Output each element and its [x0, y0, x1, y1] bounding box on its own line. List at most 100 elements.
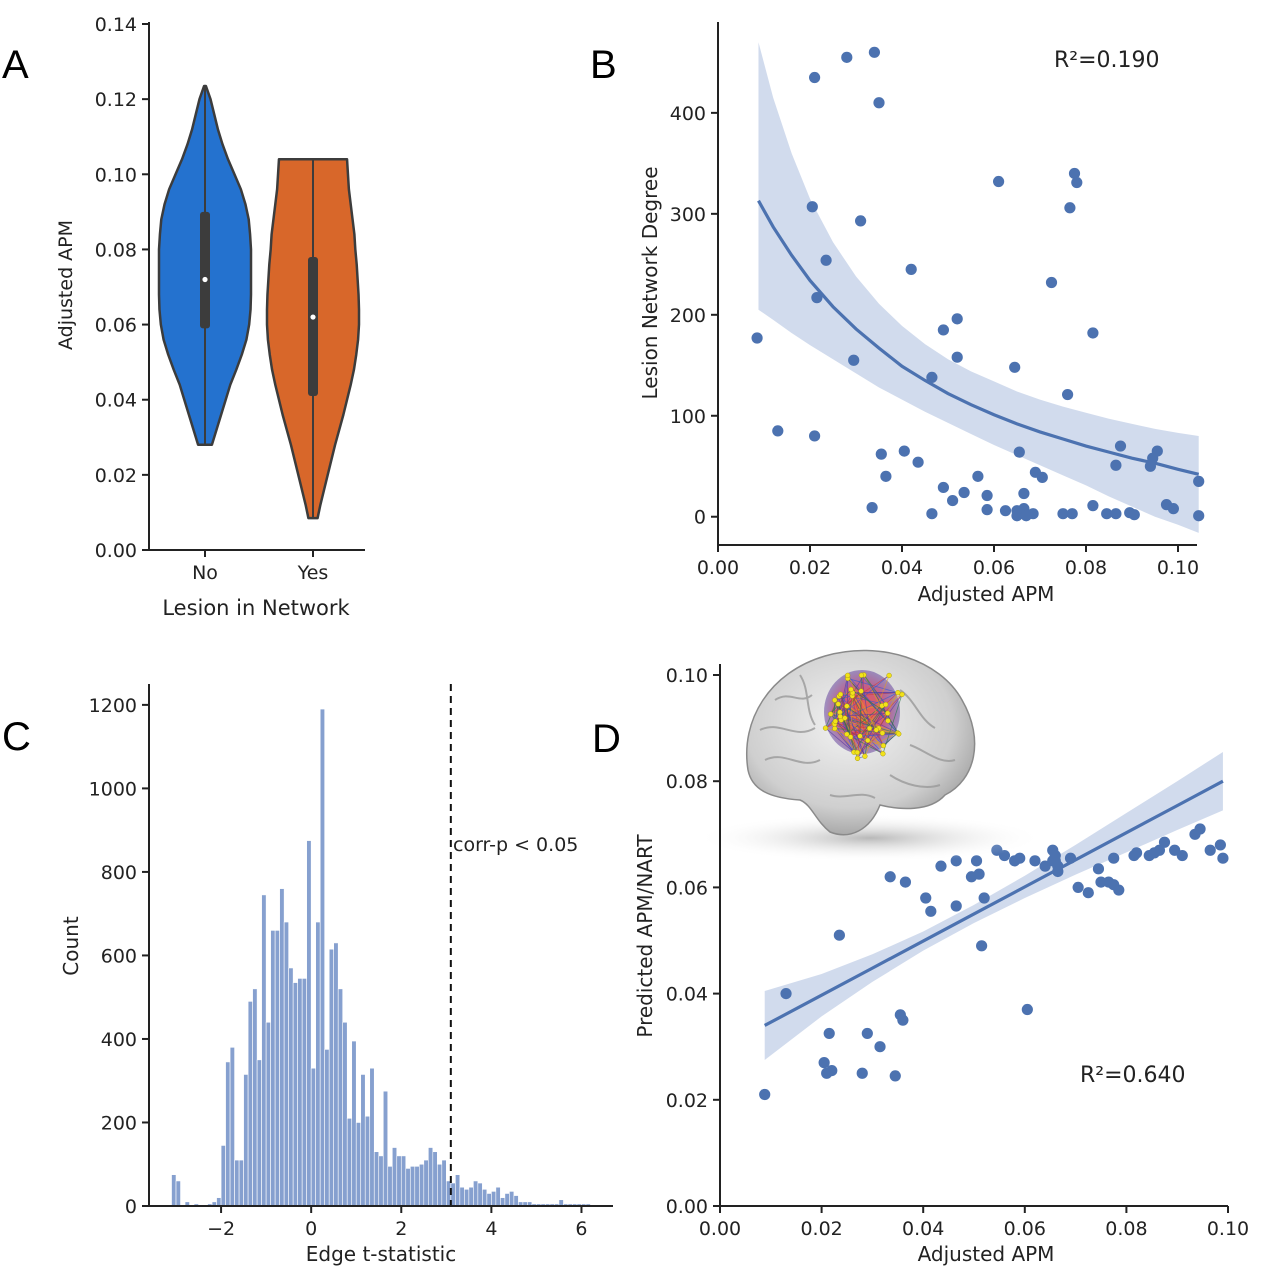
- data-point: [951, 313, 963, 325]
- network-edge: [867, 740, 884, 747]
- histogram-bar: [220, 1145, 226, 1207]
- y-tick-label: 0.04: [95, 390, 137, 412]
- y-tick-label: 0.14: [95, 14, 137, 36]
- network-edge: [839, 675, 849, 713]
- x-ticks: No Yes: [192, 550, 328, 584]
- y-tick-label: 0.00: [95, 540, 137, 562]
- data-point: [1011, 510, 1023, 522]
- data-point: [1194, 823, 1206, 835]
- data-point: [925, 905, 937, 917]
- data-point: [841, 51, 853, 63]
- y-tick-label: 800: [101, 862, 137, 884]
- confidence-band: [764, 751, 1223, 1060]
- data-point: [972, 470, 984, 482]
- panel-a-violin-plot: A 0.00 0.02 0.04 0.06 0.08 0.10 0.12 0.14 No Yes…: [2, 14, 365, 620]
- y-tick-label: 200: [101, 1112, 137, 1134]
- network-node: [883, 701, 889, 708]
- histogram-bar: [229, 1047, 235, 1207]
- histogram-bar: [400, 1155, 407, 1207]
- panel-d-label: D: [592, 717, 621, 761]
- r-squared-annotation: R²=0.190: [1054, 48, 1160, 73]
- panel-c-label: C: [2, 715, 31, 759]
- data-point: [1027, 508, 1039, 520]
- fit-line: [763, 779, 1224, 1027]
- histogram-bar: [328, 948, 334, 1207]
- histogram-bar: [175, 1180, 181, 1207]
- histogram-bar: [238, 1159, 244, 1207]
- data-point: [1062, 388, 1074, 401]
- histogram-bar: [486, 1193, 492, 1207]
- data-point: [866, 502, 878, 514]
- data-point: [1158, 836, 1171, 848]
- network-edge: [850, 689, 888, 714]
- histogram-bar: [382, 1090, 389, 1207]
- data-point: [759, 1088, 771, 1101]
- x-tick-label: No: [192, 562, 218, 584]
- data-point: [1087, 500, 1099, 512]
- histogram-bar: [500, 1197, 506, 1207]
- network-node: [865, 737, 871, 744]
- x-tick-label: −2: [207, 1218, 235, 1240]
- y-ticks: 0.00 0.02 0.04 0.06 0.08 0.10: [666, 665, 720, 1218]
- histogram-bar: [491, 1191, 497, 1207]
- data-point: [1057, 508, 1069, 520]
- histogram-bar: [225, 1061, 231, 1207]
- histogram-bar: [319, 708, 325, 1207]
- data-point: [958, 486, 970, 499]
- x-tick-label: 0.06: [973, 557, 1015, 579]
- y-tick-label: 0.04: [666, 984, 708, 1006]
- data-point: [855, 215, 867, 227]
- data-point: [1064, 852, 1077, 864]
- x-tick-label: 6: [575, 1218, 587, 1240]
- data-point: [809, 430, 821, 442]
- data-point: [1087, 327, 1099, 339]
- data-point: [823, 1027, 835, 1040]
- data-point: [926, 508, 938, 520]
- histogram-bar: [243, 1074, 249, 1207]
- histogram-bar: [256, 1059, 262, 1207]
- data-point: [772, 425, 784, 437]
- panel-a-axes: [148, 22, 365, 551]
- data-point: [1176, 849, 1188, 862]
- histogram-bar: [423, 1159, 429, 1207]
- y-tick-label: 0.08: [95, 239, 137, 261]
- data-point: [1110, 508, 1122, 520]
- network-edge: [850, 692, 854, 738]
- data-point: [751, 332, 763, 344]
- network-edge: [846, 706, 851, 738]
- network-edge: [850, 692, 899, 738]
- histogram-bar: [414, 1166, 420, 1207]
- network-node: [886, 672, 892, 679]
- network-node: [827, 711, 834, 717]
- histogram-bar: [369, 1067, 375, 1207]
- histogram-bar: [333, 942, 339, 1207]
- histogram-bar: [279, 888, 285, 1207]
- histogram-bar: [247, 1001, 253, 1207]
- histogram-bar: [482, 1188, 488, 1207]
- data-point: [978, 892, 990, 904]
- network-node: [854, 755, 861, 762]
- y-tick-label: 0.00: [666, 1196, 708, 1218]
- data-point: [926, 371, 938, 383]
- y-tick-label: 0.02: [95, 465, 137, 487]
- x-tick-label: 0.04: [902, 1218, 944, 1240]
- data-point: [780, 988, 792, 1000]
- histogram-bar: [464, 1188, 470, 1207]
- network-node: [844, 731, 850, 737]
- histogram-bar: [310, 1067, 316, 1207]
- network-node: [837, 691, 844, 697]
- panel-d-scatter-plot: D: [592, 649, 1249, 1266]
- network-node: [832, 697, 838, 703]
- brain-shadow: [695, 814, 1045, 862]
- data-point: [833, 929, 845, 941]
- data-point: [818, 1057, 830, 1069]
- histogram-bar: [171, 1174, 177, 1207]
- data-point: [937, 324, 950, 336]
- network-node: [822, 725, 829, 731]
- network-node: [847, 734, 854, 740]
- network-node: [854, 749, 860, 756]
- histogram-bar: [283, 921, 289, 1207]
- y-tick-label: 0.12: [95, 89, 137, 111]
- histogram-bar: [477, 1182, 483, 1207]
